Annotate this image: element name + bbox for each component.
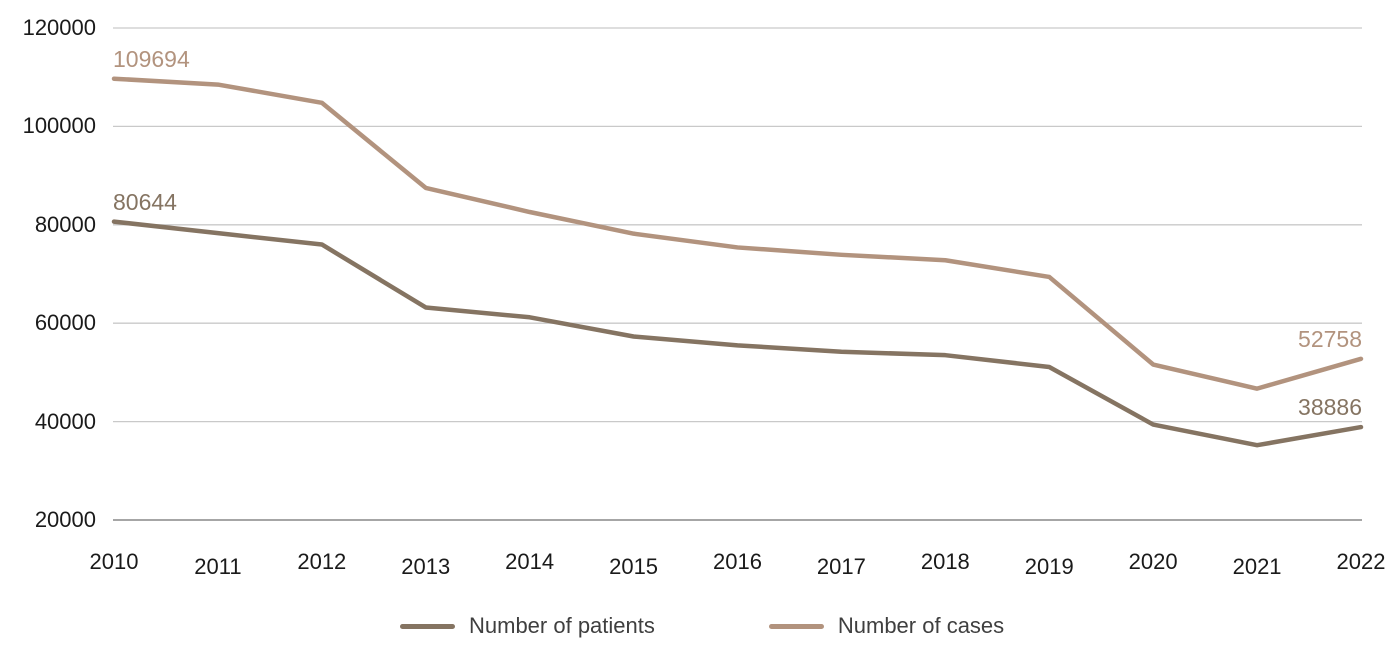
x-tick-label: 2019 — [1024, 554, 1074, 579]
x-tick-label: 2013 — [401, 554, 451, 579]
x-tick-label: 2015 — [609, 554, 659, 579]
data-label-first: 80644 — [113, 188, 177, 215]
data-label-first: 109694 — [113, 45, 190, 72]
legend-line-swatch-icon — [400, 623, 455, 629]
legend-line-swatch-icon — [768, 623, 824, 629]
x-tick-label: 2022 — [1336, 549, 1386, 574]
data-label-last: 52758 — [1298, 325, 1362, 352]
legend-item-number-of-patients: Number of patients — [400, 612, 655, 640]
series-line-number-of-cases — [111, 76, 1364, 391]
data-label-last: 38886 — [1298, 394, 1362, 421]
x-tick-label: 2012 — [297, 549, 347, 574]
y-tick-label: 100000 — [22, 113, 96, 139]
y-tick-label: 40000 — [34, 408, 96, 434]
y-tick-label: 80000 — [34, 211, 96, 237]
x-tick-label: 2010 — [89, 549, 139, 574]
x-tick-label: 2017 — [816, 554, 866, 579]
series-line-number-of-patients — [111, 219, 1364, 448]
x-tick-label: 2018 — [920, 549, 970, 574]
x-tick-label: 2021 — [1232, 554, 1282, 579]
x-tick-label: 2016 — [713, 549, 762, 574]
legend: Number of patients Number of cases — [400, 612, 1004, 640]
y-tick-label: 60000 — [34, 310, 96, 336]
legend-item-number-of-cases: Number of cases — [768, 612, 1005, 640]
legend-label: Number of cases — [837, 613, 1005, 638]
legend-label: Number of patients — [469, 613, 655, 638]
x-tick-label: 2020 — [1128, 549, 1178, 574]
y-tick-label: 120000 — [22, 15, 96, 40]
y-tick-label: 20000 — [34, 507, 96, 532]
x-tick-label: 2011 — [194, 554, 242, 579]
x-tick-label: 2014 — [505, 549, 555, 574]
